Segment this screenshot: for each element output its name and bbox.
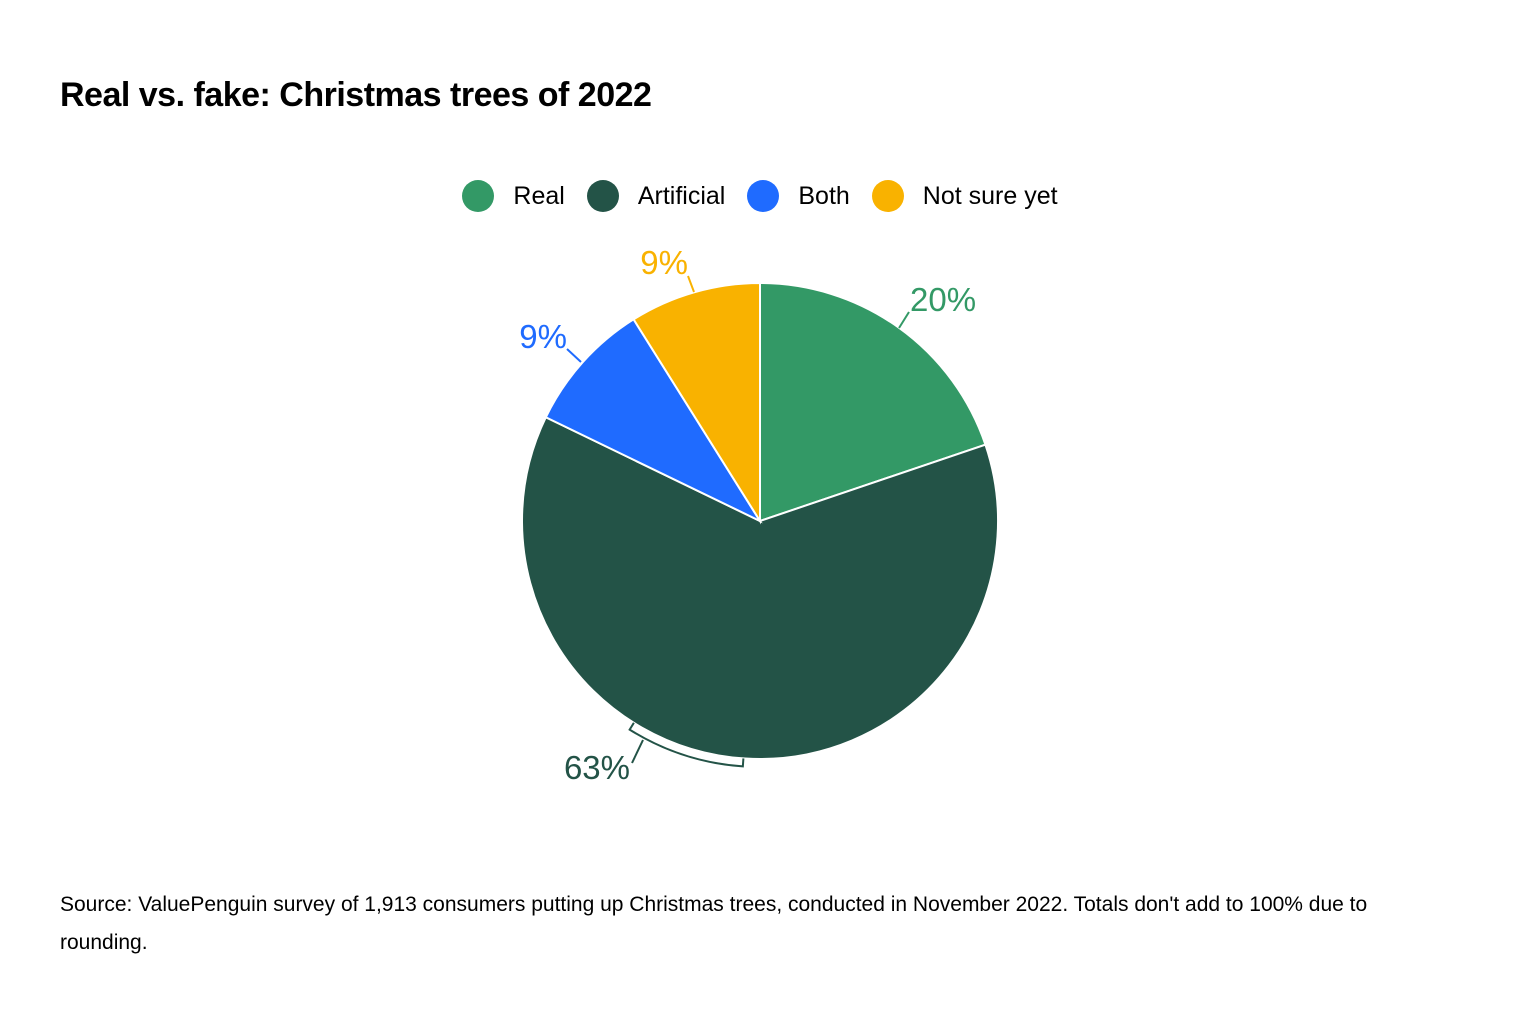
source-note: Source: ValuePenguin survey of 1,913 con… [60,893,1368,954]
legend-item-artificial[interactable]: Artificial [586,180,726,212]
legend-swatch-artificial [586,180,619,212]
leader-line-not-sure-yet [687,275,695,293]
legend-swatch-both [747,180,780,212]
legend-label-both: Both [798,181,850,210]
chart-legend: Real Artificial Both Not sure yet [0,180,1520,212]
legend-label-not-sure-yet: Not sure yet [922,181,1058,210]
legend-label-artificial: Artificial [637,181,726,210]
pie-slice-both[interactable] [544,317,763,524]
pie-slice-artificial[interactable] [521,415,999,760]
pie-slice-not-sure-yet[interactable] [632,281,761,525]
legend-swatch-not-sure-yet [871,180,904,212]
data-label-both: 9% [519,318,567,355]
leader-line-artificial [631,739,644,764]
legend-item-real[interactable]: Real [462,180,565,212]
data-label-artificial: 63% [564,749,630,786]
data-label-real: 20% [910,281,976,318]
legend-swatch-real [462,180,495,212]
legend-item-not-sure-yet[interactable]: Not sure yet [871,180,1058,212]
leader-line-both [566,348,582,363]
legend-label-real: Real [513,181,565,210]
label-bracket-artificial [628,722,745,768]
data-label-not-sure-yet: 9% [640,244,688,281]
chart-title: Real vs. fake: Christmas trees of 2022 [60,76,652,114]
leader-line-real [898,311,910,329]
legend-item-both[interactable]: Both [747,180,850,212]
